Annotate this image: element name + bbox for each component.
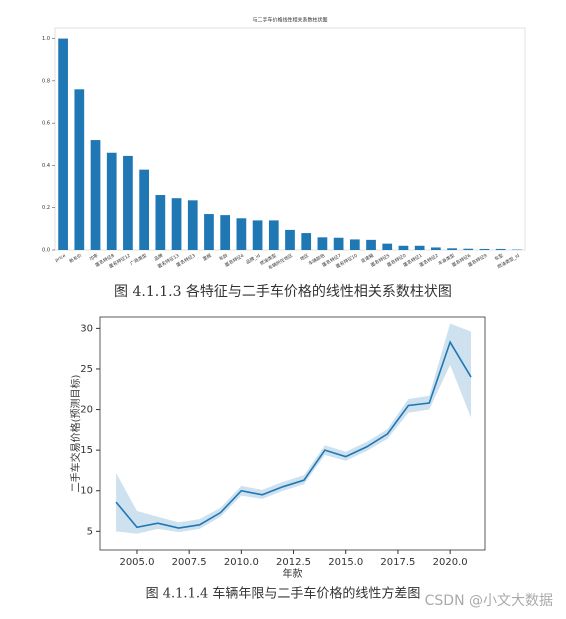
- x-tick-label: 车龄: [218, 252, 230, 263]
- caption: 图 4.1.1.4 车辆年限与二手车价格的线性方差图: [146, 586, 421, 602]
- x-tick-label: 车型: [493, 252, 505, 263]
- y-tick-label: 25: [80, 364, 93, 375]
- y-tick-label: 1.0: [42, 36, 50, 42]
- plot-frame: [99, 316, 486, 551]
- y-tick-label: 0.0: [42, 248, 50, 254]
- y-tick-label: 20: [80, 405, 93, 416]
- bar: [382, 243, 393, 250]
- bar: [90, 140, 101, 250]
- x-tick-label: 2005.0: [119, 557, 154, 568]
- x-tick-label: 新车价: [68, 252, 84, 265]
- bar: [236, 218, 247, 250]
- bar: [495, 248, 506, 250]
- bar: [431, 247, 441, 250]
- x-tick-label: 里程: [201, 252, 213, 263]
- x-axis-label: 年款: [283, 567, 303, 580]
- bar: [58, 38, 68, 251]
- bar: [301, 233, 312, 250]
- bar: [366, 239, 376, 250]
- y-tick-label: 0.6: [42, 121, 50, 127]
- y-axis-label: 二手车交易价格(预测目标): [69, 375, 82, 493]
- bar: [252, 220, 263, 250]
- x-tick-label: 2007.5: [172, 557, 207, 568]
- x-tick-label: 品牌: [153, 252, 165, 263]
- bar: [447, 248, 457, 250]
- bar: [349, 239, 360, 250]
- x-tick-label: 功率: [88, 252, 100, 263]
- bar: [171, 198, 182, 250]
- caption: 图 4.1.1.3 各特征与二手车价格的线性相关系数柱状图: [114, 283, 452, 300]
- x-tick-label: price: [54, 253, 67, 264]
- bar: [220, 215, 231, 250]
- bar: [398, 245, 409, 250]
- x-tick-label: 2012.5: [276, 557, 311, 568]
- x-tick-label: 2010.0: [224, 557, 259, 568]
- bar: [268, 220, 279, 250]
- bar: [317, 237, 328, 250]
- x-tick-label: 2015.0: [328, 557, 363, 568]
- bar: [414, 245, 425, 250]
- bar: [204, 214, 214, 250]
- y-tick-label: 15: [80, 445, 93, 456]
- bar: [74, 89, 85, 250]
- y-tick-label: 10: [80, 486, 93, 497]
- bar: [285, 229, 295, 250]
- bar: [333, 237, 344, 250]
- bar: [123, 155, 133, 250]
- y-tick-label: 0.8: [42, 78, 50, 84]
- confidence-band: [116, 323, 472, 534]
- y-tick-label: 0.2: [42, 205, 50, 211]
- bar: [155, 195, 166, 250]
- bar: [139, 169, 149, 250]
- x-tick-label: 地区: [299, 252, 311, 263]
- bar: [187, 200, 198, 250]
- bar: [106, 152, 117, 250]
- line: [115, 340, 472, 529]
- x-tick-label: 2017.5: [380, 557, 415, 568]
- x-tick-label: 2020.0: [433, 557, 468, 568]
- y-tick-label: 0.4: [42, 163, 50, 169]
- bar: [463, 248, 474, 250]
- watermark: CSDN @小文大数据: [425, 593, 553, 609]
- chart-title: 与二手车价格线性相关系数柱状图: [252, 17, 327, 24]
- y-tick-label: 5: [87, 526, 93, 537]
- x-tick-label: 广商类型: [129, 252, 149, 267]
- y-tick-label: 30: [80, 323, 93, 334]
- bar: [479, 248, 490, 250]
